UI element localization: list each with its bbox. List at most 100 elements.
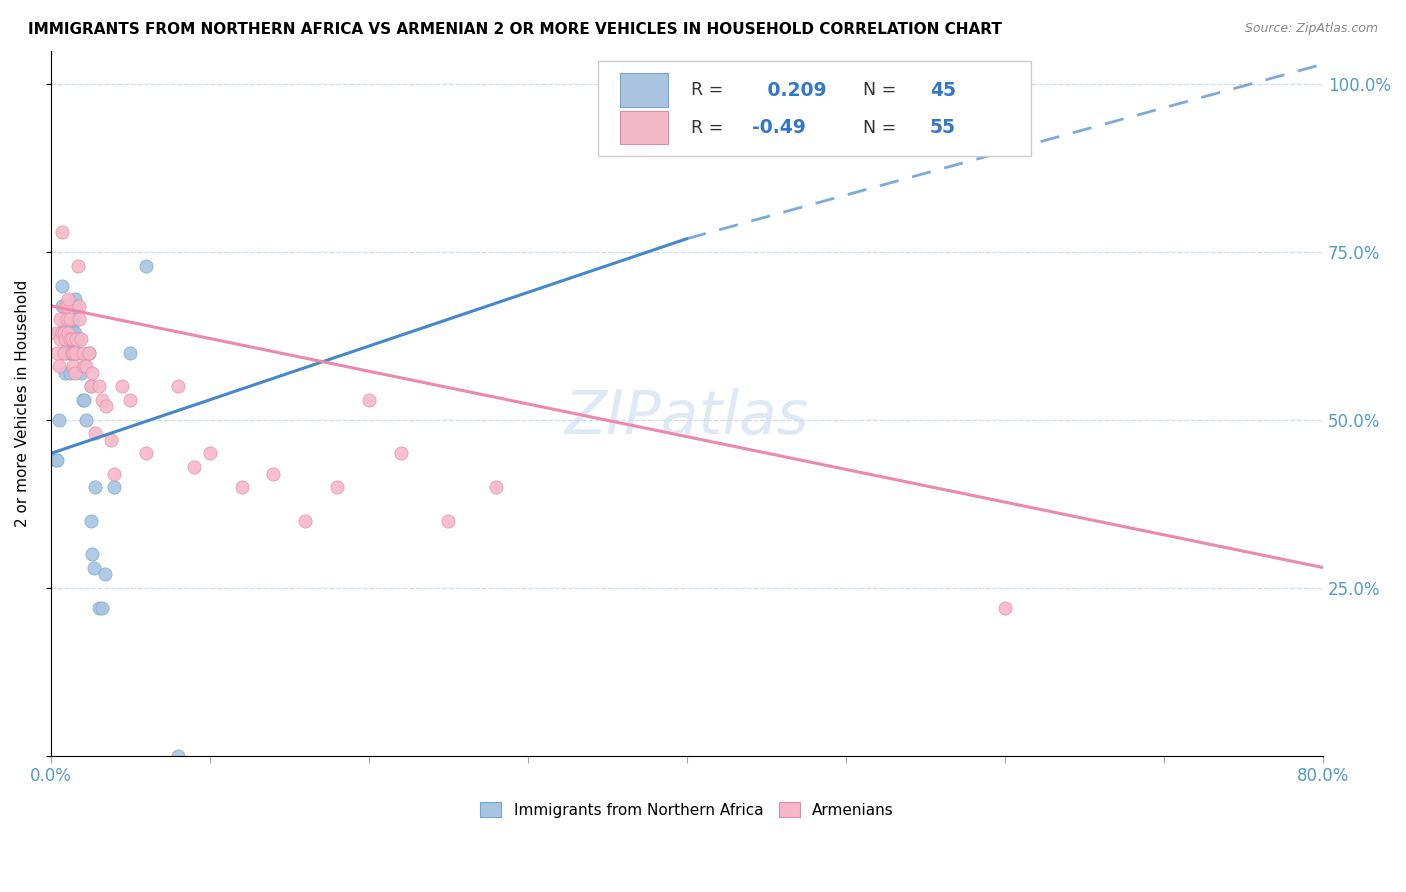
Point <box>51 299 73 313</box>
Point <box>84 480 107 494</box>
Text: 0.209: 0.209 <box>761 80 827 100</box>
Point <box>46 345 69 359</box>
Point <box>60 332 83 346</box>
Point <box>87 600 110 615</box>
Point <box>69 345 91 359</box>
Point <box>51 326 73 340</box>
Point <box>63 326 86 340</box>
Point <box>52 345 75 359</box>
Point <box>63 345 86 359</box>
Point <box>49 326 72 340</box>
FancyBboxPatch shape <box>598 62 1031 156</box>
Point <box>79 379 101 393</box>
Point <box>73 392 96 407</box>
Point <box>69 312 91 326</box>
Point <box>62 359 84 374</box>
Point <box>70 366 93 380</box>
Point <box>103 467 125 481</box>
Point <box>485 480 508 494</box>
Point <box>135 446 157 460</box>
Point <box>58 318 80 333</box>
Point <box>55 345 77 359</box>
Point <box>70 332 93 346</box>
Point <box>83 560 105 574</box>
Point <box>55 312 77 326</box>
Point <box>59 345 82 359</box>
Text: N =: N = <box>862 119 901 136</box>
Point <box>72 345 94 359</box>
Point <box>73 359 96 374</box>
Point <box>82 547 104 561</box>
Point <box>75 413 97 427</box>
Point <box>66 332 89 346</box>
Point <box>51 225 73 239</box>
FancyBboxPatch shape <box>620 73 668 107</box>
Point <box>135 259 157 273</box>
Point <box>49 332 72 346</box>
Point <box>53 366 76 380</box>
Point <box>59 326 82 340</box>
Point <box>389 446 412 460</box>
Point <box>55 299 77 313</box>
Point <box>103 480 125 494</box>
Point <box>62 312 84 326</box>
Point <box>90 600 112 615</box>
Point <box>82 366 104 380</box>
Point <box>198 446 221 460</box>
Point <box>58 339 80 353</box>
Point <box>79 514 101 528</box>
Text: R =: R = <box>690 81 728 99</box>
Text: ZIPatlas: ZIPatlas <box>565 388 810 447</box>
Text: IMMIGRANTS FROM NORTHERN AFRICA VS ARMENIAN 2 OR MORE VEHICLES IN HOUSEHOLD CORR: IMMIGRANTS FROM NORTHERN AFRICA VS ARMEN… <box>28 22 1002 37</box>
Point <box>51 278 73 293</box>
Point <box>46 453 69 467</box>
Y-axis label: 2 or more Vehicles in Household: 2 or more Vehicles in Household <box>15 279 30 527</box>
Point <box>49 312 72 326</box>
Point <box>96 400 118 414</box>
Point <box>84 426 107 441</box>
Point <box>63 366 86 380</box>
Text: -0.49: -0.49 <box>752 118 806 137</box>
Point <box>60 332 83 346</box>
Point <box>69 299 91 313</box>
Point <box>62 345 84 359</box>
Point <box>63 292 86 306</box>
Point <box>79 379 101 393</box>
Point <box>326 480 349 494</box>
Point <box>994 600 1017 615</box>
Point <box>65 332 87 346</box>
Point <box>87 379 110 393</box>
FancyBboxPatch shape <box>620 111 668 145</box>
Point <box>357 392 380 407</box>
Point <box>111 379 134 393</box>
Text: N =: N = <box>862 81 901 99</box>
Point <box>53 318 76 333</box>
Point <box>60 345 83 359</box>
Point <box>53 299 76 313</box>
Point <box>263 467 285 481</box>
Point <box>90 392 112 407</box>
Point <box>77 345 100 359</box>
Point <box>66 259 89 273</box>
Point <box>58 292 80 306</box>
Point <box>167 748 190 763</box>
Point <box>55 332 77 346</box>
Point <box>58 326 80 340</box>
Text: 55: 55 <box>929 118 956 137</box>
Point <box>45 326 67 340</box>
Text: R =: R = <box>690 119 728 136</box>
Point <box>59 312 82 326</box>
Point <box>183 459 205 474</box>
Point <box>100 433 122 447</box>
Point <box>65 299 87 313</box>
Point <box>72 392 94 407</box>
Point <box>60 318 83 333</box>
Point <box>294 514 316 528</box>
Point <box>437 514 460 528</box>
Point <box>52 345 75 359</box>
Point <box>231 480 253 494</box>
Text: 45: 45 <box>929 80 956 100</box>
Point <box>75 359 97 374</box>
Point <box>167 379 190 393</box>
Point <box>59 332 82 346</box>
